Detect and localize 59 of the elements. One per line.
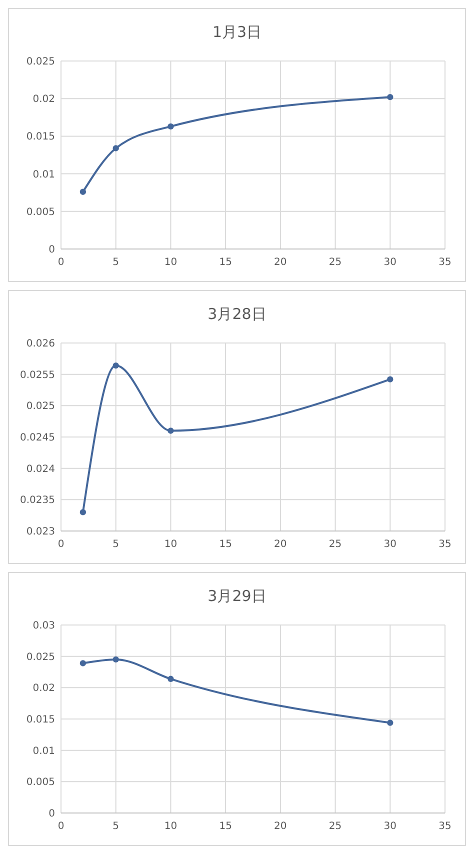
point — [168, 676, 174, 682]
x-tick-label: 20 — [274, 821, 287, 832]
chart-title: 3月29日 — [208, 587, 266, 605]
y-tick-label: 0.025 — [26, 401, 55, 412]
point — [168, 428, 174, 434]
y-tick-label: 0.024 — [26, 464, 55, 475]
y-tick-label: 0.02 — [32, 94, 55, 106]
x-tick-label: 5 — [112, 257, 120, 268]
x-tick-label: 20 — [274, 257, 287, 268]
point — [80, 188, 86, 195]
chart-title: 3月28日 — [208, 305, 266, 323]
point — [168, 123, 174, 130]
point — [80, 509, 86, 516]
point — [112, 656, 119, 663]
y-tick-label: 0.023 — [26, 526, 55, 538]
x-tick-label: 30 — [384, 539, 397, 550]
x-tick-label: 5 — [112, 539, 120, 550]
x-tick-label: 10 — [164, 539, 178, 550]
y-tick-label: 0 — [48, 808, 55, 820]
x-tick-label: 10 — [164, 257, 178, 268]
x-tick-label: 25 — [328, 539, 342, 550]
y-tick-label: 0.01 — [32, 169, 55, 180]
x-tick-label: 15 — [219, 821, 232, 832]
y-tick-label: 0.005 — [26, 777, 55, 788]
point — [387, 720, 394, 726]
point — [112, 362, 119, 369]
x-tick-label: 25 — [328, 821, 342, 832]
x-tick-label: 0 — [58, 821, 64, 832]
y-tick-label: 0.026 — [26, 338, 55, 350]
x-tick-label: 0 — [58, 257, 64, 268]
x-tick-label: 35 — [438, 257, 452, 268]
y-tick-label: 0.005 — [26, 206, 55, 218]
x-tick-label: 35 — [438, 821, 452, 832]
x-tick-label: 0 — [58, 539, 64, 550]
y-tick-label: 0.0235 — [20, 495, 55, 506]
x-tick-label: 30 — [384, 821, 397, 832]
point — [80, 660, 86, 666]
y-tick-label: 0.025 — [26, 56, 55, 68]
chart-title: 1月3日 — [212, 23, 262, 41]
y-tick-label: 0.015 — [26, 714, 55, 726]
x-tick-label: 30 — [384, 257, 397, 268]
x-tick-label: 15 — [219, 539, 232, 550]
y-tick-label: 0.015 — [26, 132, 55, 143]
y-tick-label: 0 — [48, 244, 55, 256]
x-tick-label: 20 — [274, 539, 287, 550]
point — [112, 145, 119, 152]
x-tick-label: 5 — [112, 821, 120, 832]
point — [387, 376, 394, 382]
y-tick-label: 0.03 — [32, 620, 55, 632]
y-tick-label: 0.02 — [32, 683, 55, 694]
y-tick-label: 0.01 — [32, 746, 55, 757]
x-tick-label: 10 — [164, 821, 178, 832]
x-tick-label: 15 — [219, 257, 232, 268]
y-tick-label: 0.0255 — [20, 370, 55, 381]
y-tick-label: 0.0245 — [20, 432, 55, 444]
x-tick-label: 25 — [328, 257, 342, 268]
point — [387, 94, 394, 100]
y-tick-label: 0.025 — [26, 652, 55, 663]
x-tick-label: 35 — [438, 539, 452, 550]
